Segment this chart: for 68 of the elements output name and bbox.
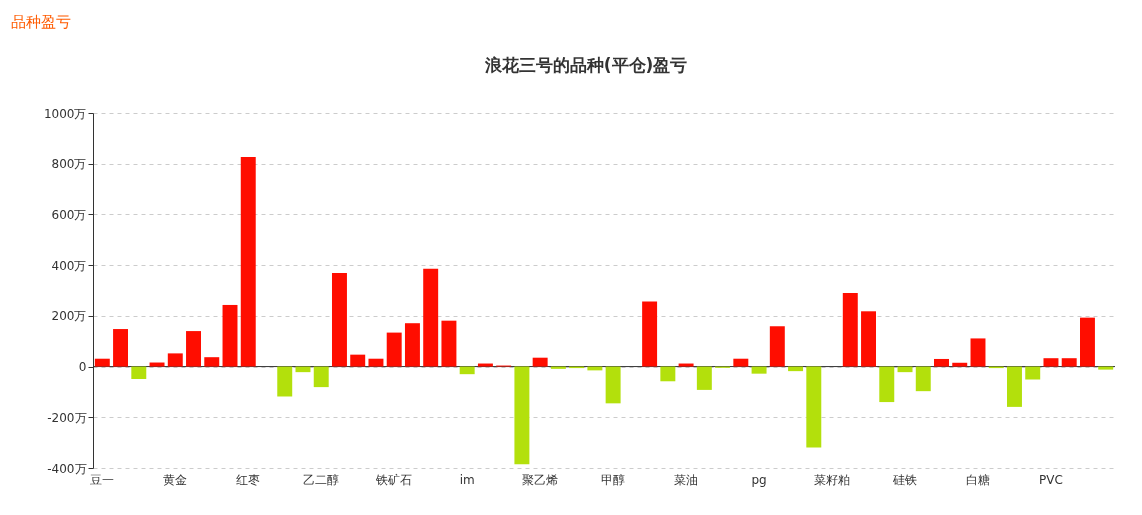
bar [113,329,129,367]
x-tick-label: PVC [1039,472,1063,487]
x-tick-label: 菜籽粕 [814,472,851,487]
y-tick-label: 0 [78,360,87,375]
bar [915,366,931,392]
bar [350,354,366,367]
bar [131,366,147,379]
bar [842,293,858,367]
bar [879,366,895,403]
bar [678,363,694,367]
bar [167,353,183,367]
bar [952,362,968,367]
x-tick-label: im [459,472,475,487]
x-tick-label: 硅铁 [892,472,918,487]
bar [733,358,749,367]
x-tick-label: 乙二醇 [303,472,340,487]
y-tick-label: -200万 [47,410,87,425]
y-tick-label: -400万 [47,461,87,476]
bar [751,366,767,374]
bar [368,358,384,367]
bar [642,301,658,367]
x-tick-label: 甲醇 [601,472,626,487]
bar [222,304,238,367]
bar [331,273,347,367]
y-tick-label: 400万 [51,258,87,273]
y-tick-label: 600万 [51,207,87,222]
bar [1025,366,1041,380]
bar [94,358,110,367]
bar [477,363,493,367]
y-tick-label: 800万 [51,157,87,172]
x-tick-label: 铁矿石 [375,472,413,487]
x-tick-label: 红枣 [236,472,261,487]
text: 品种盈亏 [11,13,71,31]
bar [1007,366,1022,407]
bar [806,366,822,448]
bar [769,326,785,367]
bar [149,362,165,367]
bar [441,320,457,367]
bar [605,366,621,404]
bar [861,311,877,367]
bar [404,323,420,367]
bar [459,366,475,375]
bar [1061,358,1077,367]
bar [1098,366,1114,370]
bar [514,366,530,465]
bar [660,366,676,382]
bar [423,268,439,367]
bar [386,332,402,367]
bar [313,366,329,388]
bar [277,366,293,397]
bar [970,338,986,367]
y-tick-label: 1000万 [43,106,87,121]
x-tick-label: 聚乙烯 [522,472,559,487]
bar [1079,317,1095,367]
y-tick-label: 200万 [51,309,87,324]
bar [1043,358,1059,367]
x-tick-label: pg [751,472,767,487]
bar [240,157,256,367]
x-tick-label: 白糖 [965,472,990,487]
bar [186,331,201,367]
chart-title: 浪花三号的品种(平仓)盈亏 [483,55,688,75]
bar [532,357,548,367]
bar [696,366,712,390]
bar [204,357,220,367]
x-tick-label: 豆一 [90,472,115,487]
bar [934,358,949,367]
x-tick-label: 黄金 [163,472,188,487]
x-tick-label: 菜油 [674,472,699,487]
